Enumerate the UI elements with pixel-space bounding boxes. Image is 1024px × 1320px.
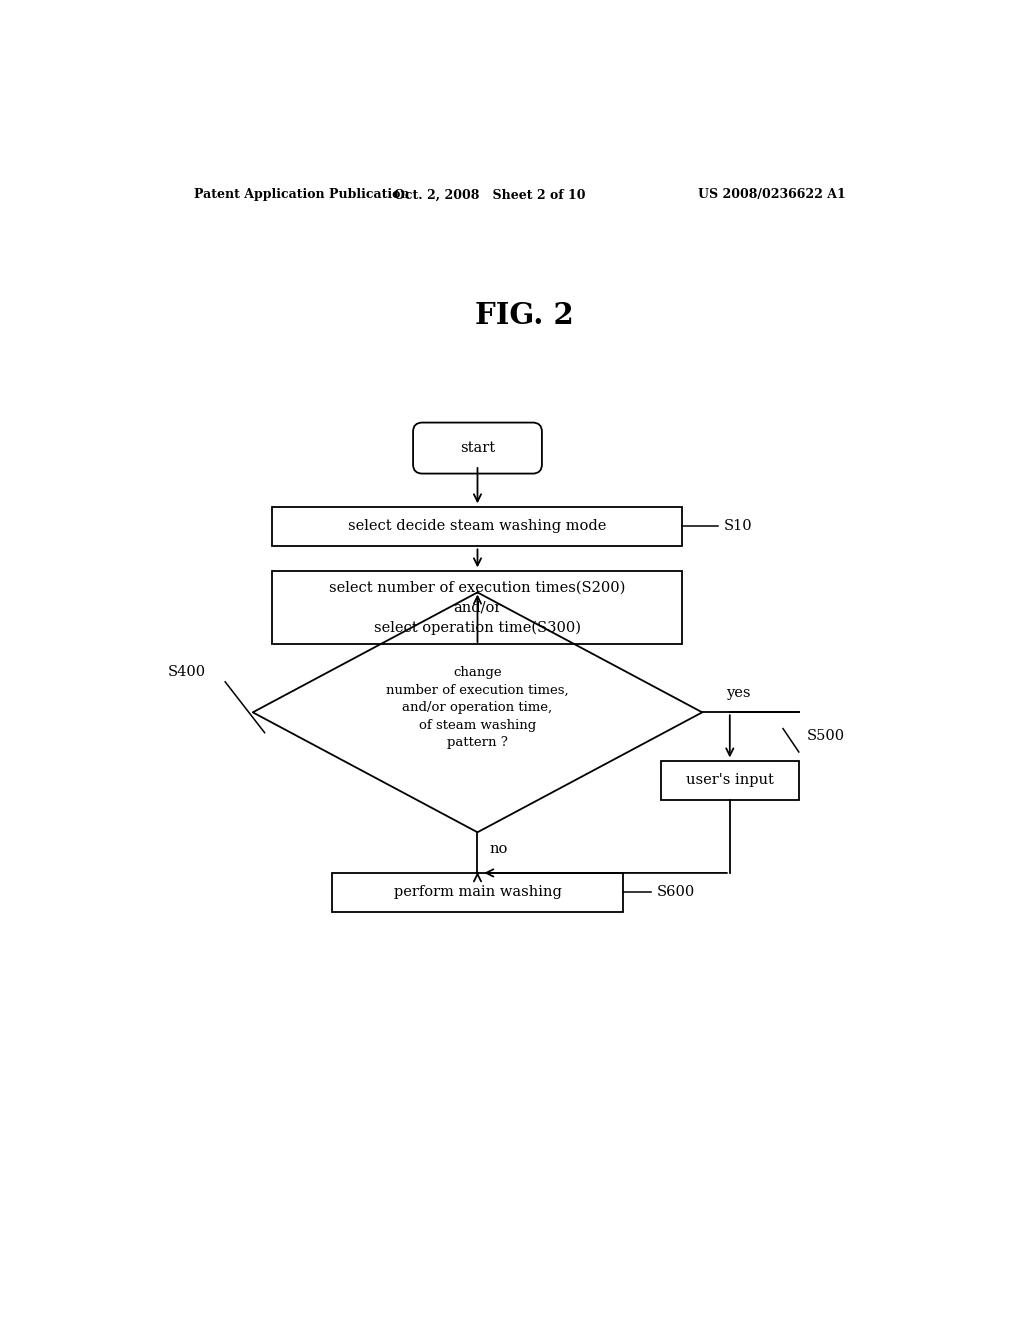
Bar (272, 507, 683, 545)
Text: FIG. 2: FIG. 2 (475, 301, 574, 330)
Bar (332, 873, 624, 912)
Text: S400: S400 (167, 665, 206, 678)
Text: yes: yes (726, 686, 751, 700)
FancyBboxPatch shape (413, 422, 542, 474)
Text: select decide steam washing mode: select decide steam washing mode (348, 519, 606, 533)
Text: S10: S10 (724, 519, 752, 533)
Text: start: start (460, 441, 495, 455)
Text: no: no (489, 842, 508, 857)
Text: S600: S600 (656, 886, 694, 899)
Bar (660, 762, 799, 800)
Text: select number of execution times(S200)
and/or
select operation time(S300): select number of execution times(S200) a… (330, 581, 626, 635)
Text: user's input: user's input (686, 774, 774, 788)
Text: US 2008/0236622 A1: US 2008/0236622 A1 (698, 189, 846, 202)
Text: S500: S500 (807, 729, 845, 743)
Text: perform main washing: perform main washing (393, 886, 561, 899)
Text: Patent Application Publication: Patent Application Publication (194, 189, 410, 202)
Text: Oct. 2, 2008   Sheet 2 of 10: Oct. 2, 2008 Sheet 2 of 10 (393, 189, 585, 202)
Text: change
number of execution times,
and/or operation time,
of steam washing
patter: change number of execution times, and/or… (386, 667, 568, 750)
Bar (272, 572, 683, 644)
